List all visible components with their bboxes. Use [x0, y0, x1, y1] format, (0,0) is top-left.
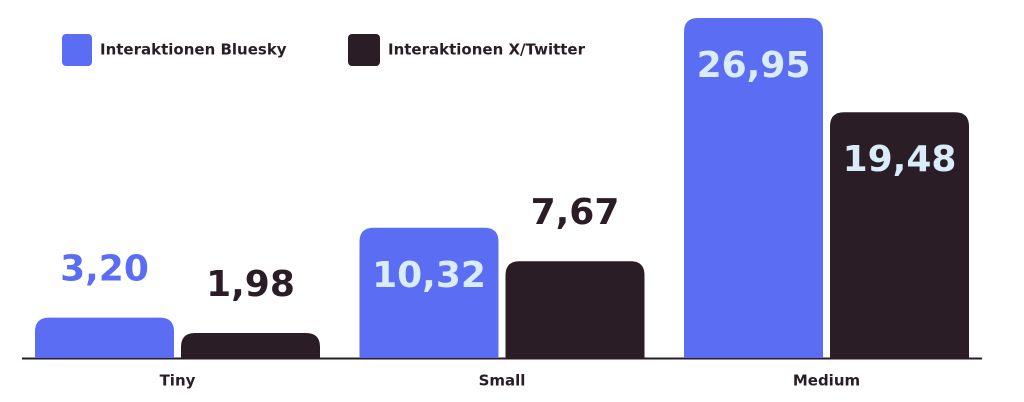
legend: Interaktionen Bluesky Interaktionen X/Tw… — [62, 34, 586, 66]
data-label: 1,98 — [206, 264, 295, 305]
data-label: 10,32 — [372, 255, 486, 296]
legend-swatch — [62, 34, 92, 66]
bar — [181, 333, 320, 358]
data-label: 19,48 — [843, 139, 957, 180]
legend-label: Interaktionen X/Twitter — [388, 41, 586, 59]
bar — [505, 261, 645, 358]
bar — [359, 227, 499, 358]
bar — [684, 18, 823, 358]
bar — [35, 317, 174, 358]
x-tick-label: Small — [479, 372, 526, 390]
legend-swatch — [348, 34, 380, 66]
data-label: 3,20 — [60, 249, 149, 290]
x-tick-label: Medium — [793, 372, 860, 390]
data-label: 26,95 — [697, 45, 811, 86]
data-label: 7,67 — [531, 192, 620, 233]
bar — [830, 112, 969, 359]
legend-label: Interaktionen Bluesky — [100, 41, 287, 59]
x-tick-label: Tiny — [160, 372, 196, 390]
